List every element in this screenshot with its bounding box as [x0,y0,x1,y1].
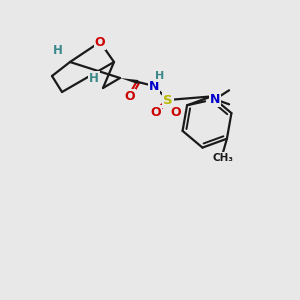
Text: O: O [171,106,181,118]
Text: N: N [210,93,220,106]
Text: O: O [125,89,135,103]
Text: H: H [53,44,63,58]
Text: O: O [95,35,105,49]
Text: S: S [163,94,173,106]
Text: N: N [149,80,159,92]
Polygon shape [120,78,138,84]
Text: O: O [151,106,161,118]
Text: H: H [89,71,99,85]
Text: H: H [155,71,165,81]
Text: CH₃: CH₃ [212,153,233,163]
